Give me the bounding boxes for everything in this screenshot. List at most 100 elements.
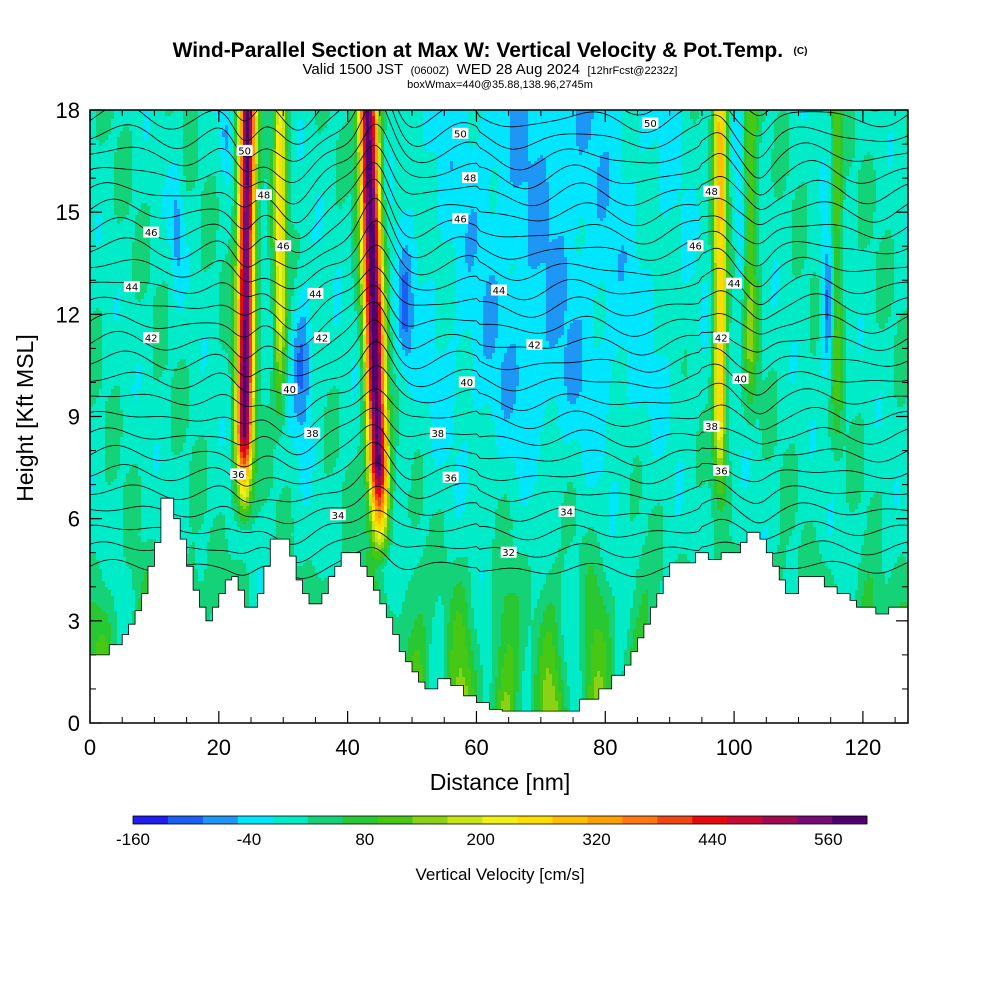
velocity-cell (765, 125, 768, 128)
velocity-cell (609, 140, 612, 143)
velocity-cell (486, 140, 489, 143)
velocity-cell (492, 116, 495, 119)
velocity-cell (573, 122, 576, 125)
velocity-cell (591, 113, 594, 116)
velocity-cell (264, 113, 267, 116)
velocity-cell (702, 113, 705, 116)
velocity-cell (132, 137, 135, 140)
velocity-cell (648, 140, 651, 143)
velocity-cell (765, 140, 768, 143)
velocity-cell (165, 140, 168, 143)
velocity-cell (198, 128, 201, 131)
velocity-cell (99, 143, 102, 146)
velocity-cell (459, 116, 462, 119)
velocity-cell (135, 119, 138, 122)
velocity-cell (579, 137, 582, 140)
velocity-cell (858, 131, 861, 134)
velocity-cell (129, 113, 132, 116)
velocity-cell (738, 125, 741, 128)
velocity-cell (219, 113, 222, 116)
velocity-cell (180, 113, 183, 116)
velocity-cell (879, 113, 882, 116)
velocity-cell (426, 128, 429, 131)
velocity-cell (375, 119, 378, 122)
velocity-cell (612, 143, 615, 146)
velocity-cell (129, 128, 132, 131)
velocity-cell (732, 137, 735, 140)
velocity-cell (414, 125, 417, 128)
velocity-cell (597, 143, 600, 146)
velocity-cell (177, 140, 180, 143)
velocity-cell (480, 125, 483, 128)
velocity-cell (165, 131, 168, 134)
velocity-cell (528, 137, 531, 140)
velocity-cell (483, 128, 486, 131)
velocity-cell (102, 134, 105, 137)
velocity-cell (858, 116, 861, 119)
velocity-cell (741, 140, 744, 143)
velocity-cell (804, 137, 807, 140)
velocity-cell (330, 137, 333, 140)
velocity-cell (570, 143, 573, 146)
velocity-cell (720, 143, 723, 146)
velocity-cell (777, 113, 780, 116)
velocity-cell (546, 128, 549, 131)
velocity-cell (405, 119, 408, 122)
velocity-cell (270, 113, 273, 116)
velocity-cell (768, 131, 771, 134)
velocity-cell (411, 113, 414, 116)
velocity-cell (129, 134, 132, 137)
velocity-cell (207, 122, 210, 125)
velocity-cell (390, 131, 393, 134)
velocity-cell (594, 140, 597, 143)
velocity-cell (804, 134, 807, 137)
velocity-cell (708, 128, 711, 131)
velocity-cell (318, 137, 321, 140)
velocity-cell (600, 140, 603, 143)
velocity-cell (261, 122, 264, 125)
velocity-cell (576, 122, 579, 125)
velocity-cell (786, 125, 789, 128)
velocity-cell (300, 137, 303, 140)
velocity-cell (315, 119, 318, 122)
velocity-cell (687, 113, 690, 116)
velocity-cell (318, 113, 321, 116)
velocity-cell (390, 119, 393, 122)
velocity-cell (423, 119, 426, 122)
velocity-cell (756, 137, 759, 140)
velocity-cell (813, 134, 816, 137)
velocity-cell (408, 134, 411, 137)
velocity-cell (120, 113, 123, 116)
velocity-cell (273, 143, 276, 146)
velocity-cell (360, 131, 363, 134)
velocity-cell (822, 113, 825, 116)
velocity-cell (417, 134, 420, 137)
velocity-cell (456, 119, 459, 122)
velocity-cell (774, 134, 777, 137)
velocity-cell (663, 131, 666, 134)
velocity-cell (132, 134, 135, 137)
velocity-cell (507, 119, 510, 122)
velocity-cell (585, 137, 588, 140)
velocity-cell (219, 137, 222, 140)
velocity-cell (540, 131, 543, 134)
velocity-cell (135, 137, 138, 140)
velocity-cell (879, 143, 882, 146)
velocity-cell (99, 128, 102, 131)
velocity-cell (519, 128, 522, 131)
velocity-cell (126, 131, 129, 134)
velocity-cell (756, 116, 759, 119)
velocity-cell (408, 137, 411, 140)
velocity-cell (501, 119, 504, 122)
velocity-cell (522, 113, 525, 116)
velocity-cell (750, 122, 753, 125)
velocity-cell (639, 125, 642, 128)
velocity-cell (504, 128, 507, 131)
velocity-cell (468, 143, 471, 146)
velocity-cell (756, 140, 759, 143)
velocity-cell (321, 143, 324, 146)
velocity-cell (594, 113, 597, 116)
velocity-cell (114, 113, 117, 116)
velocity-cell (123, 137, 126, 140)
velocity-cell (768, 134, 771, 137)
